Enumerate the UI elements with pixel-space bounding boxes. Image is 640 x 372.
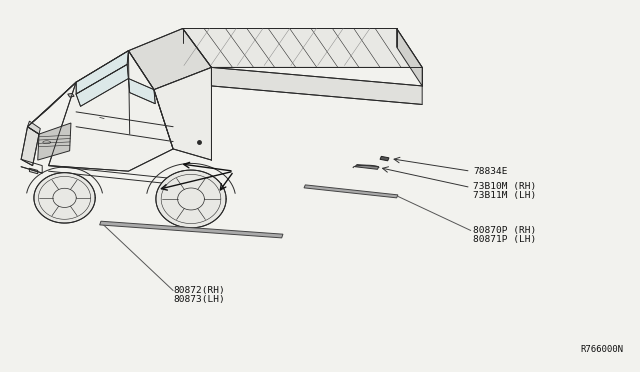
Polygon shape: [38, 123, 71, 160]
Text: 80871P (LH): 80871P (LH): [473, 235, 536, 244]
Polygon shape: [49, 51, 173, 171]
Polygon shape: [129, 29, 211, 90]
Polygon shape: [34, 173, 95, 223]
Text: 80870P (RH): 80870P (RH): [473, 226, 536, 235]
Polygon shape: [100, 221, 283, 238]
Polygon shape: [129, 78, 156, 104]
Text: 73B10M (RH): 73B10M (RH): [473, 182, 536, 191]
Polygon shape: [397, 29, 422, 86]
Polygon shape: [76, 51, 129, 94]
Polygon shape: [76, 64, 129, 106]
Polygon shape: [21, 127, 39, 166]
Text: 80872(RH): 80872(RH): [173, 286, 225, 295]
Polygon shape: [355, 164, 379, 169]
Polygon shape: [28, 121, 40, 134]
Polygon shape: [211, 67, 422, 105]
Text: R766000N: R766000N: [580, 345, 623, 354]
Polygon shape: [154, 67, 211, 160]
Polygon shape: [182, 29, 422, 67]
Polygon shape: [304, 185, 398, 198]
Polygon shape: [28, 82, 76, 127]
Polygon shape: [380, 156, 389, 161]
Polygon shape: [156, 170, 226, 228]
Polygon shape: [29, 168, 38, 174]
Text: 78834E: 78834E: [473, 167, 508, 176]
Text: 80873(LH): 80873(LH): [173, 295, 225, 304]
Polygon shape: [68, 93, 74, 97]
Text: 73B11M (LH): 73B11M (LH): [473, 191, 536, 200]
